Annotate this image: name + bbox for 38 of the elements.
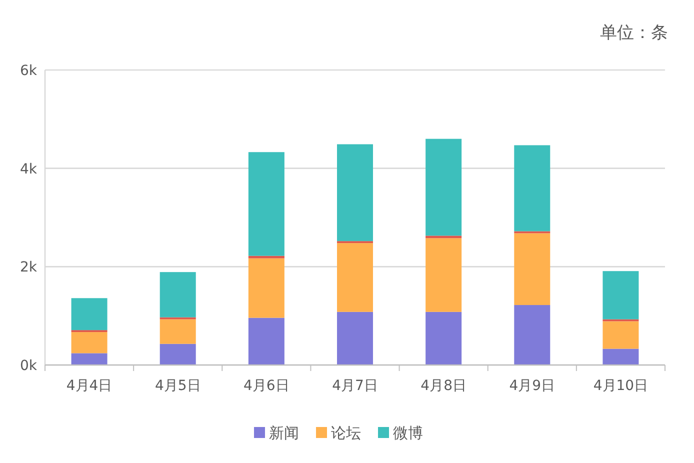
x-tick-label: 4月4日 [66,378,112,394]
text: 单位：条 [600,23,668,43]
bar [337,312,373,365]
legend-label: 微博 [393,424,423,442]
bar [248,256,284,258]
bar [426,312,462,365]
bar [514,145,550,232]
bar [160,319,196,344]
bar [248,258,284,318]
y-tick-label: 6k [20,63,38,79]
x-tick-label: 4月6日 [244,378,290,394]
bar [337,243,373,312]
legend-label: 论坛 [331,424,361,442]
x-tick-label: 4月8日 [420,378,466,394]
bar [71,298,108,330]
x-tick-label: 4月5日 [154,378,201,394]
bar [337,144,373,242]
bar [602,348,639,365]
bar [426,138,462,236]
bar [514,233,550,306]
x-tick-label: 4月7日 [332,378,378,394]
bar [71,332,108,354]
y-tick-label: 4k [20,161,38,178]
bar [426,236,462,238]
bar [248,318,284,365]
x-tick-label: 4月9日 [509,378,556,394]
bar [71,353,108,365]
x-tick-label: 4月10日 [593,378,648,394]
legend-label: 新闻 [269,424,299,442]
bar [514,305,550,365]
bar [602,321,639,349]
bar [602,271,639,320]
bar [160,272,196,318]
bar [426,238,462,312]
y-tick-label: 2k [20,260,38,276]
bar [160,344,196,365]
bar [248,152,284,256]
y-tick-label: 0k [20,358,38,374]
